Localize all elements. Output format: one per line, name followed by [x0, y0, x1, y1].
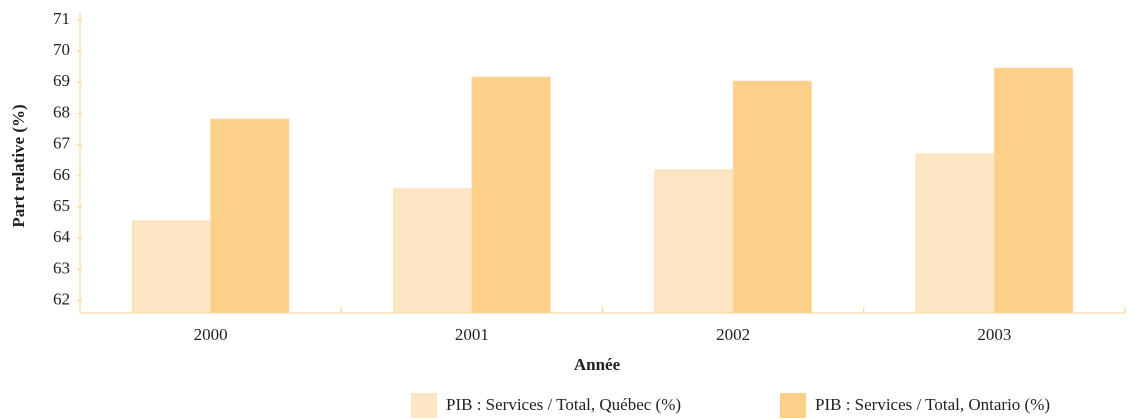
y-tick-label: 68 — [53, 102, 70, 121]
y-tick-label: 67 — [53, 134, 71, 153]
bar — [732, 80, 812, 314]
bar — [393, 188, 473, 314]
x-tick-label: 2001 — [455, 325, 489, 344]
bar — [210, 118, 290, 314]
y-tick-label: 63 — [53, 258, 70, 277]
y-tick-label: 71 — [53, 9, 70, 28]
bar — [993, 67, 1074, 314]
y-axis-label: Part relative (%) — [9, 104, 28, 227]
x-axis-label: Année — [574, 355, 621, 374]
x-tick-label: 2003 — [977, 325, 1011, 344]
y-tick-label: 69 — [53, 71, 70, 90]
legend-swatch — [411, 393, 437, 418]
legend-swatch — [780, 393, 806, 418]
bar — [915, 153, 995, 314]
bar — [471, 76, 551, 314]
bar — [131, 220, 212, 314]
legend-label: PIB : Services / Total, Québec (%) — [446, 395, 681, 414]
x-tick-label: 2000 — [194, 325, 228, 344]
y-tick-label: 65 — [53, 196, 70, 215]
legend-label: PIB : Services / Total, Ontario (%) — [815, 395, 1050, 414]
y-tick-label: 62 — [53, 289, 70, 308]
x-tick-label: 2002 — [716, 325, 750, 344]
y-tick-label: 70 — [53, 40, 70, 59]
bar — [654, 169, 734, 314]
y-tick-label: 66 — [53, 165, 70, 184]
y-tick-label: 64 — [53, 227, 71, 246]
